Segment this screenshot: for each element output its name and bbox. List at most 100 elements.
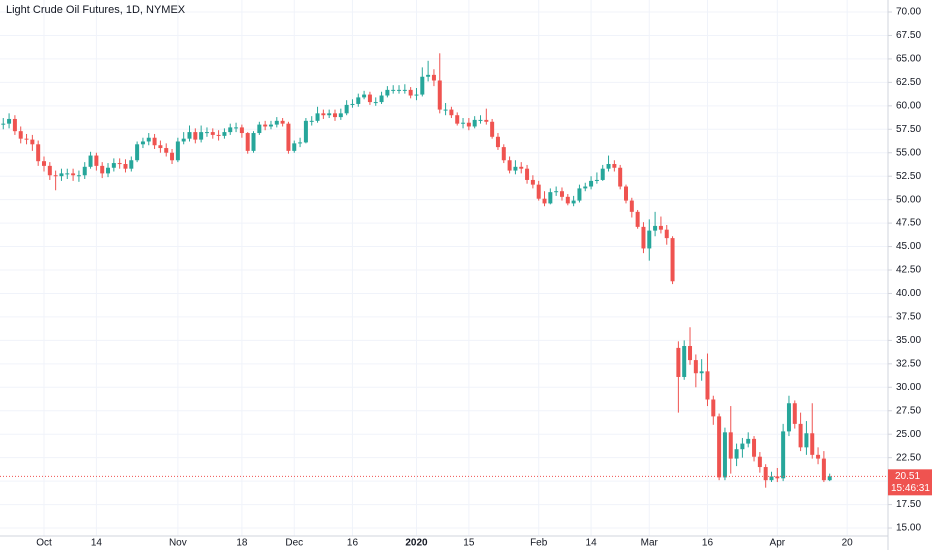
- candle-body: [431, 74, 436, 81]
- candle-body: [676, 347, 681, 377]
- y-tick-label: 57.50: [896, 124, 921, 135]
- candle-body: [577, 188, 582, 201]
- candle-body: [199, 132, 204, 140]
- candle-body: [781, 431, 786, 479]
- candle-body: [263, 124, 268, 127]
- candle-body: [449, 109, 454, 116]
- candle-body: [303, 120, 308, 143]
- candle-body: [798, 423, 803, 448]
- candle-body: [123, 163, 128, 169]
- candle-body: [158, 145, 163, 149]
- candle-body: [414, 94, 419, 96]
- chart-title: Light Crude Oil Futures, 1D, NYMEX: [6, 4, 186, 16]
- candle-body: [379, 95, 384, 103]
- y-tick-label: 27.50: [896, 405, 921, 416]
- candle-body: [827, 476, 832, 481]
- candle-body: [635, 211, 640, 227]
- candle-body: [129, 160, 134, 169]
- candle-body: [36, 144, 41, 162]
- candle-body: [94, 155, 99, 166]
- candle-body: [658, 225, 663, 230]
- candle-body: [367, 94, 372, 103]
- y-tick-label: 42.50: [896, 265, 921, 276]
- candle-body: [170, 152, 175, 161]
- candle-body: [408, 89, 413, 96]
- y-tick-label: 37.50: [896, 312, 921, 323]
- candle-body: [437, 80, 442, 110]
- candle-body: [152, 137, 157, 146]
- candle-body: [82, 166, 87, 176]
- candle-body: [513, 166, 518, 171]
- candle-body: [804, 433, 809, 448]
- candle-body: [484, 119, 489, 122]
- candle-body: [519, 166, 524, 169]
- candle-body: [769, 476, 774, 481]
- candle-body: [664, 229, 669, 239]
- candle-body: [693, 360, 698, 374]
- y-tick-label: 47.50: [896, 218, 921, 229]
- candle-body: [507, 160, 512, 171]
- candle-body: [164, 148, 169, 153]
- candle-body: [495, 136, 500, 148]
- grid: [0, 0, 888, 536]
- candle-body: [140, 141, 145, 145]
- candle-body: [688, 346, 693, 361]
- candle-body: [746, 438, 751, 444]
- x-tick-label: 14: [586, 538, 598, 549]
- candle-body: [722, 432, 727, 478]
- candle-body: [88, 155, 93, 167]
- x-tick-label: 16: [702, 538, 714, 549]
- candle-body: [810, 433, 815, 455]
- candle-body: [146, 137, 151, 142]
- candle-body: [653, 225, 658, 231]
- candle-body: [7, 118, 12, 124]
- candle-body: [333, 113, 337, 118]
- y-tick-label: 45.00: [896, 241, 921, 252]
- candle-body: [717, 416, 722, 478]
- candle-body: [554, 191, 559, 193]
- candle-body: [24, 138, 29, 140]
- y-tick-label: 17.50: [896, 499, 921, 510]
- y-tick-label: 40.00: [896, 288, 921, 299]
- candle-body: [53, 175, 58, 177]
- candle-body: [193, 132, 198, 140]
- candle-body: [187, 132, 192, 139]
- x-tick-label: Mar: [641, 538, 659, 549]
- candle-body: [589, 180, 594, 187]
- candle-body: [210, 132, 215, 135]
- candle-body: [135, 144, 140, 161]
- candle-body: [76, 175, 81, 177]
- candle-body: [321, 113, 326, 116]
- candle-body: [234, 127, 239, 129]
- candle-body: [559, 191, 564, 197]
- candle-body: [728, 432, 733, 459]
- candle-body: [309, 120, 314, 122]
- candle-body: [239, 127, 244, 134]
- candle-body: [472, 119, 477, 127]
- candle-body: [426, 74, 431, 77]
- candle-body: [682, 346, 687, 377]
- candle-body: [397, 89, 402, 91]
- candle-body: [461, 122, 466, 124]
- candle-body: [618, 167, 623, 187]
- candle-body: [30, 139, 35, 145]
- candle-body: [455, 115, 460, 124]
- candle-body: [338, 113, 343, 118]
- candle-body: [542, 198, 547, 204]
- candle-body: [402, 89, 407, 91]
- candle-body: [571, 200, 576, 204]
- candle-body: [222, 132, 227, 136]
- candle-body: [583, 186, 588, 189]
- candle-body: [786, 403, 791, 432]
- candle-body: [548, 192, 553, 204]
- candle-body: [175, 141, 180, 161]
- candle-body: [356, 97, 361, 104]
- candle-body: [525, 168, 530, 180]
- x-tick-label: 16: [347, 538, 359, 549]
- candle-body: [757, 456, 762, 468]
- candle-body: [257, 124, 262, 134]
- candle-body: [111, 163, 116, 168]
- candle-body: [705, 371, 710, 400]
